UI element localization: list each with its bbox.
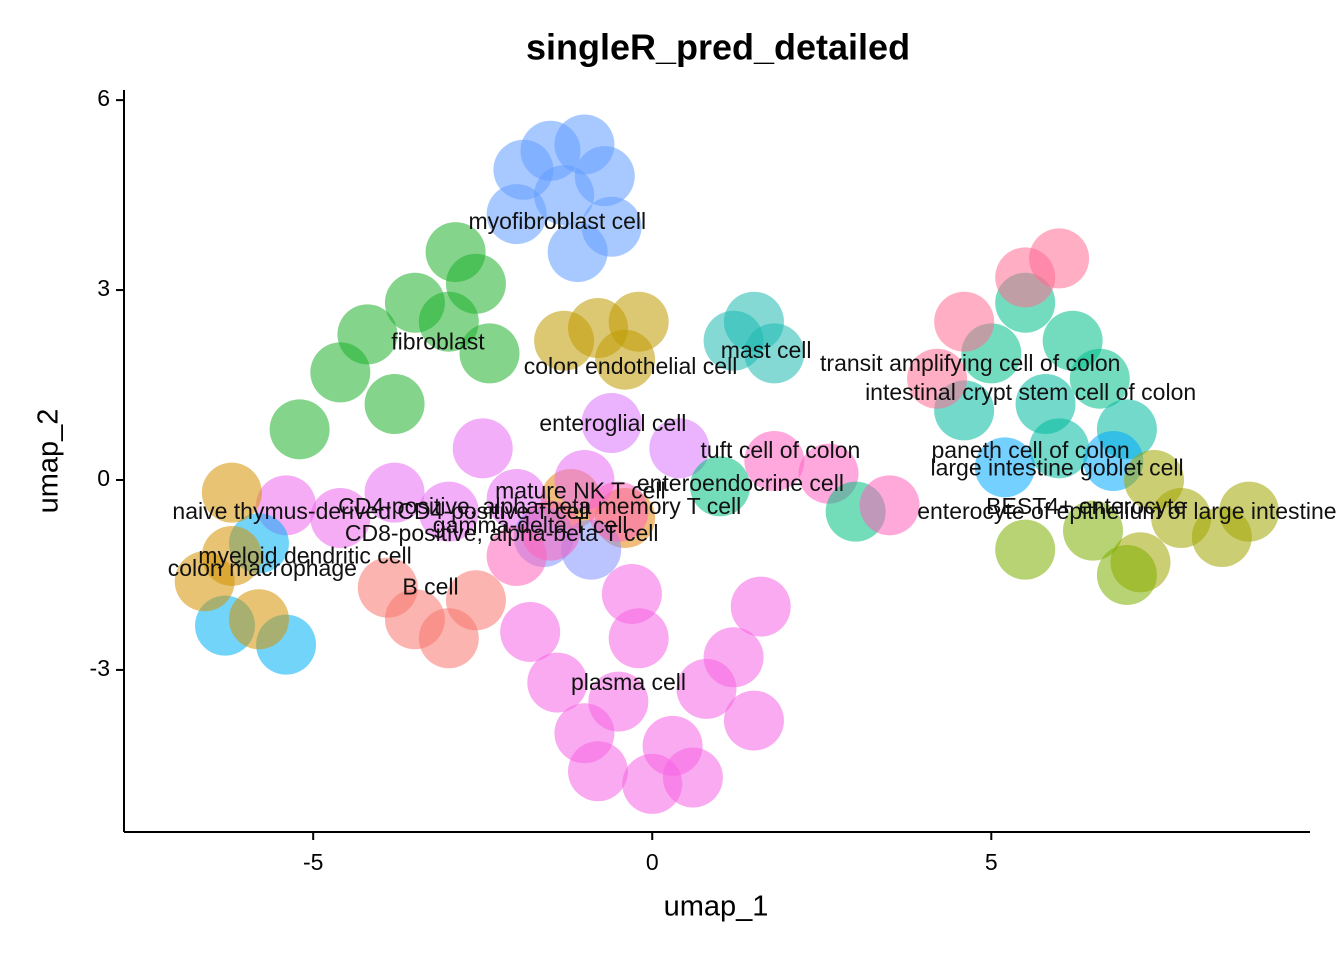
point	[425, 222, 486, 283]
y-tick-label: 3	[97, 275, 110, 301]
cluster-label: BEST4+ enterocyte	[986, 493, 1186, 519]
point	[1124, 449, 1185, 510]
cluster-label: mature NK T cell	[495, 478, 665, 504]
point	[744, 323, 805, 384]
cluster-label: plasma cell	[571, 669, 686, 695]
y-tick-label: -3	[90, 655, 110, 681]
point	[744, 431, 805, 491]
labels: plasma cell myofibroblast cell fibroblast c…	[168, 208, 1337, 695]
point	[601, 563, 662, 624]
point	[723, 690, 784, 751]
cluster-label: gamma-delta T cell	[433, 512, 628, 538]
point	[1218, 481, 1279, 542]
cluster-label: mast cell	[721, 337, 812, 363]
cluster-label: naive thymus-derived CD4-positive T cell	[172, 498, 589, 524]
cluster-label: myofibroblast cell	[468, 208, 646, 234]
point	[534, 310, 595, 371]
y-tick-label: 0	[97, 465, 110, 491]
cluster-label: B cell	[402, 573, 458, 599]
cluster-label: paneth cell of colon	[932, 437, 1130, 463]
point	[527, 652, 588, 713]
point	[269, 399, 330, 460]
point	[649, 418, 710, 479]
point	[730, 576, 791, 637]
point	[228, 589, 289, 650]
point	[201, 462, 262, 523]
x-axis-label: umap_1	[664, 891, 769, 923]
point	[418, 481, 479, 542]
cluster-label: colon endothelial cell	[524, 353, 738, 379]
point	[662, 747, 723, 808]
point	[357, 557, 418, 618]
point	[1029, 228, 1090, 289]
x-tick-label: -5	[303, 849, 323, 875]
y-axis-label: umap_2	[33, 409, 65, 514]
point	[581, 393, 642, 454]
points	[174, 114, 1279, 814]
cluster-label: enteroendocrine cell	[637, 470, 844, 496]
point	[1069, 348, 1130, 409]
point	[486, 184, 547, 245]
cluster-label: tuft cell of colon	[700, 437, 860, 463]
point	[974, 437, 1035, 498]
y-tick-label: 6	[97, 85, 110, 111]
point	[547, 222, 608, 283]
point	[445, 570, 506, 631]
point	[452, 418, 513, 479]
point	[174, 551, 235, 612]
point	[534, 165, 595, 226]
axes: -5 0 5 -3 0 3 6	[90, 85, 1310, 875]
point	[1096, 544, 1157, 605]
point	[588, 481, 649, 542]
point	[595, 329, 656, 390]
cluster-label: fibroblast	[391, 328, 485, 354]
point	[310, 487, 371, 548]
point	[364, 374, 425, 435]
point	[500, 601, 561, 662]
point	[1029, 418, 1090, 479]
cluster-label: intestinal crypt stem cell of colon	[865, 379, 1196, 405]
cluster-label: myeloid dendritic cell	[198, 542, 411, 568]
point	[934, 291, 995, 352]
point	[1063, 500, 1124, 561]
point	[690, 456, 751, 517]
point	[567, 741, 628, 802]
point	[907, 348, 968, 409]
cluster-label: enterocyte of epithelium of large intest…	[917, 498, 1336, 524]
point	[486, 525, 547, 586]
point	[459, 323, 520, 384]
point	[310, 342, 371, 403]
point	[859, 475, 920, 536]
cluster-label: CD4-positive, alpha-beta memory T cell	[338, 493, 741, 519]
point	[995, 519, 1056, 580]
x-tick-label: 0	[646, 849, 659, 875]
cluster-label: transit amplifying cell of colon	[820, 350, 1120, 376]
cluster-label: large intestine goblet cell	[930, 454, 1183, 480]
point	[608, 608, 669, 669]
point	[364, 462, 425, 523]
x-tick-label: 5	[985, 849, 998, 875]
chart-title: singleR_pred_detailed	[526, 27, 910, 68]
point	[703, 627, 764, 688]
cluster-label: colon macrophage	[168, 555, 357, 581]
cluster-label: enteroglial cell	[539, 410, 686, 436]
cluster-label: CD8-positive, alpha-beta T cell	[345, 520, 659, 546]
